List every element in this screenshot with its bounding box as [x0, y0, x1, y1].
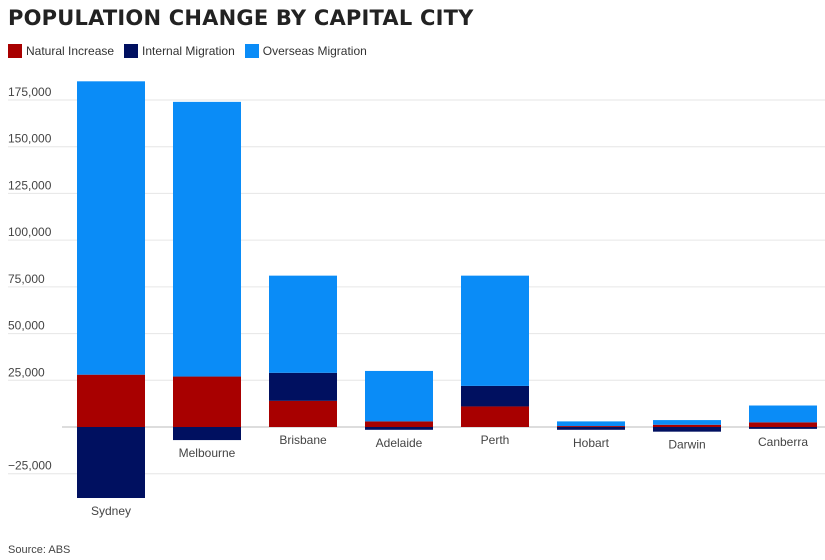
bar-overseas-migration-melbourne	[173, 101, 241, 377]
y-tick-label: 100,000	[8, 225, 52, 239]
x-category-label: Sydney	[91, 504, 131, 518]
bar-natural-increase-brisbane	[269, 400, 337, 427]
bar-internal-migration-perth	[461, 385, 529, 407]
bar-overseas-migration-perth	[461, 275, 529, 386]
legend-swatch-internal-migration	[124, 44, 139, 58]
x-category-label: Darwin	[668, 438, 705, 452]
y-tick-label: 50,000	[8, 319, 45, 333]
y-tick-label: 25,000	[8, 365, 45, 379]
bar-internal-migration-sydney	[77, 427, 145, 499]
bar-overseas-migration-adelaide	[365, 370, 433, 422]
y-tick-label: 125,000	[8, 178, 52, 192]
bar-natural-increase-sydney	[77, 374, 145, 427]
bar-overseas-migration-hobart	[557, 421, 625, 427]
chart-title: POPULATION CHANGE BY CAPITAL CITY	[8, 6, 474, 30]
bar-overseas-migration-brisbane	[269, 275, 337, 373]
legend-item-natural-increase: Natural Increase	[8, 44, 114, 58]
bar-natural-increase-hobart	[557, 426, 625, 427]
x-category-label: Canberra	[758, 435, 808, 449]
bar-overseas-migration-sydney	[77, 81, 145, 375]
bar-internal-migration-adelaide	[365, 427, 433, 430]
bar-internal-migration-melbourne	[173, 427, 241, 441]
bar-overseas-migration-darwin	[653, 420, 721, 425]
x-category-label: Perth	[481, 433, 510, 447]
bar-overseas-migration-canberra	[749, 405, 817, 423]
legend-label-overseas-migration: Overseas Migration	[262, 44, 367, 58]
x-category-label: Hobart	[573, 436, 610, 450]
y-tick-label: 150,000	[8, 132, 52, 146]
x-category-label: Adelaide	[376, 436, 423, 450]
legend-label-internal-migration: Internal Migration	[142, 44, 235, 58]
legend-swatch-natural-increase	[8, 44, 22, 58]
legend: Natural Increase Internal Migration Over…	[8, 44, 377, 58]
bar-natural-increase-melbourne	[173, 376, 241, 427]
bar-internal-migration-hobart	[557, 427, 625, 430]
x-category-label: Brisbane	[279, 433, 327, 447]
legend-item-overseas-migration: Overseas Migration	[244, 44, 367, 58]
bar-natural-increase-canberra	[749, 422, 817, 427]
bar-natural-increase-darwin	[653, 424, 721, 427]
bar-natural-increase-perth	[461, 406, 529, 427]
y-tick-label: −25,000	[8, 459, 52, 473]
legend-item-internal-migration: Internal Migration	[124, 44, 235, 58]
bar-internal-migration-brisbane	[269, 372, 337, 401]
bar-internal-migration-canberra	[749, 427, 817, 429]
bar-internal-migration-darwin	[653, 427, 721, 432]
bar-natural-increase-adelaide	[365, 421, 433, 427]
y-tick-label: 75,000	[8, 272, 45, 286]
x-category-label: Melbourne	[179, 446, 236, 460]
source-note: Source: ABS	[8, 544, 71, 556]
legend-label-natural-increase: Natural Increase	[26, 44, 115, 58]
y-tick-label: 175,000	[8, 85, 52, 99]
legend-swatch-overseas-migration	[244, 44, 259, 58]
